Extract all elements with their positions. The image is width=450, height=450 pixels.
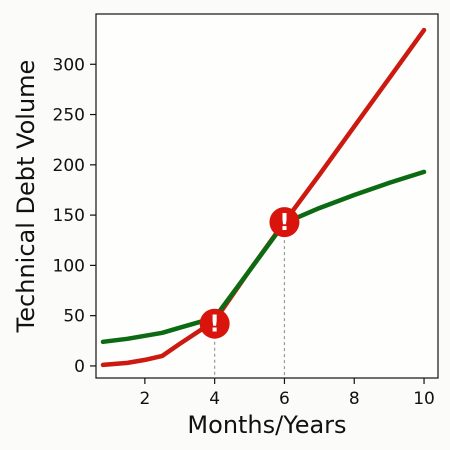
x-tick-label: 8 — [349, 389, 360, 409]
plot-area — [95, 13, 439, 379]
x-axis: 2 4 6 8 10 — [139, 378, 435, 409]
warning-circle — [269, 207, 300, 238]
y-tick-label: 200 — [53, 156, 85, 176]
warning-marker: ! — [269, 207, 300, 238]
x-tick-label: 6 — [279, 389, 290, 409]
warning-marker: ! — [199, 308, 230, 339]
exclamation-icon: ! — [279, 210, 290, 236]
series-layer — [100, 27, 427, 368]
series-line-2 — [100, 169, 427, 345]
x-tick-label: 2 — [139, 389, 150, 409]
y-axis: 0 50 100 150 200 250 300 — [53, 55, 96, 377]
y-tick-label: 50 — [63, 307, 85, 327]
x-axis-label: Months/Years — [187, 411, 346, 439]
y-tick-label: 100 — [53, 256, 85, 276]
y-tick-label: 300 — [53, 55, 85, 75]
y-axis-label: Technical Debt Volume — [12, 60, 40, 334]
y-tick-label: 250 — [53, 106, 85, 126]
x-tick-label: 4 — [209, 389, 220, 409]
y-tick-label: 0 — [74, 357, 85, 377]
x-tick-label: 10 — [413, 389, 435, 409]
warning-markers: !! — [199, 207, 300, 339]
warning-circle — [199, 308, 230, 339]
marker-guides — [214, 222, 286, 378]
y-tick-label: 150 — [53, 206, 85, 226]
exclamation-icon: ! — [209, 312, 220, 338]
